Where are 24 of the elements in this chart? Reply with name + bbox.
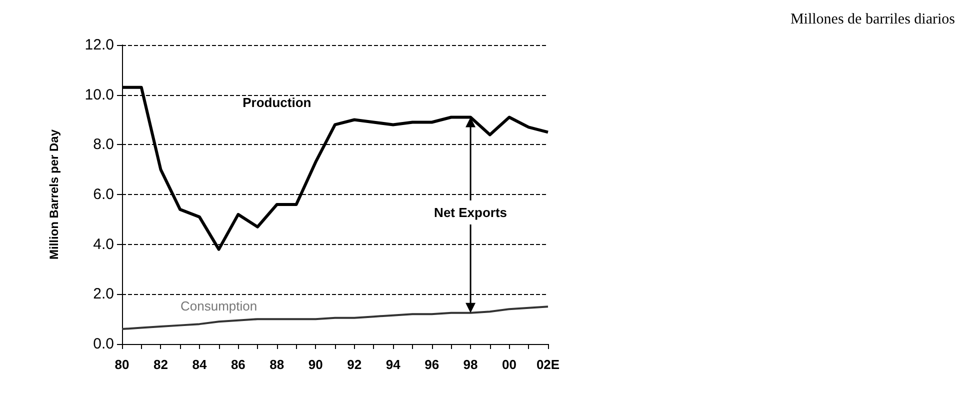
y-tick-label: 12.0 [84, 36, 114, 54]
text: Millones de barriles diarios [790, 12, 956, 28]
x-tick-label: 02E [536, 357, 560, 372]
y-tick-label: 6.0 [93, 186, 114, 203]
annotation: Net Exports [434, 204, 508, 220]
text: Production [242, 94, 312, 110]
y-tick-label: 0.0 [93, 336, 114, 352]
x-tick-label: 82 [153, 357, 168, 372]
x-tick-label: 98 [463, 357, 478, 372]
x-tick-label: 94 [386, 357, 402, 372]
x-tick-label: 88 [270, 357, 284, 372]
x-tick-label: 96 [424, 357, 440, 372]
series-label: Consumption [180, 298, 258, 314]
x-tick-label: 92 [347, 357, 362, 372]
y-axis-title: Million Barrels per Day [47, 129, 61, 260]
y-tick-label: 8.0 [93, 136, 114, 154]
x-tick-label: 80 [114, 357, 130, 372]
x-tick-label: 00 [502, 357, 517, 372]
x-tick-label: 90 [308, 357, 323, 372]
x-tick-label: 86 [230, 357, 246, 372]
x-tick-label: 84 [192, 357, 208, 372]
y-tick-label: 10.0 [84, 86, 114, 104]
y-tick-label: 4.0 [93, 236, 114, 253]
y-tick-label: 2.0 [93, 286, 114, 303]
